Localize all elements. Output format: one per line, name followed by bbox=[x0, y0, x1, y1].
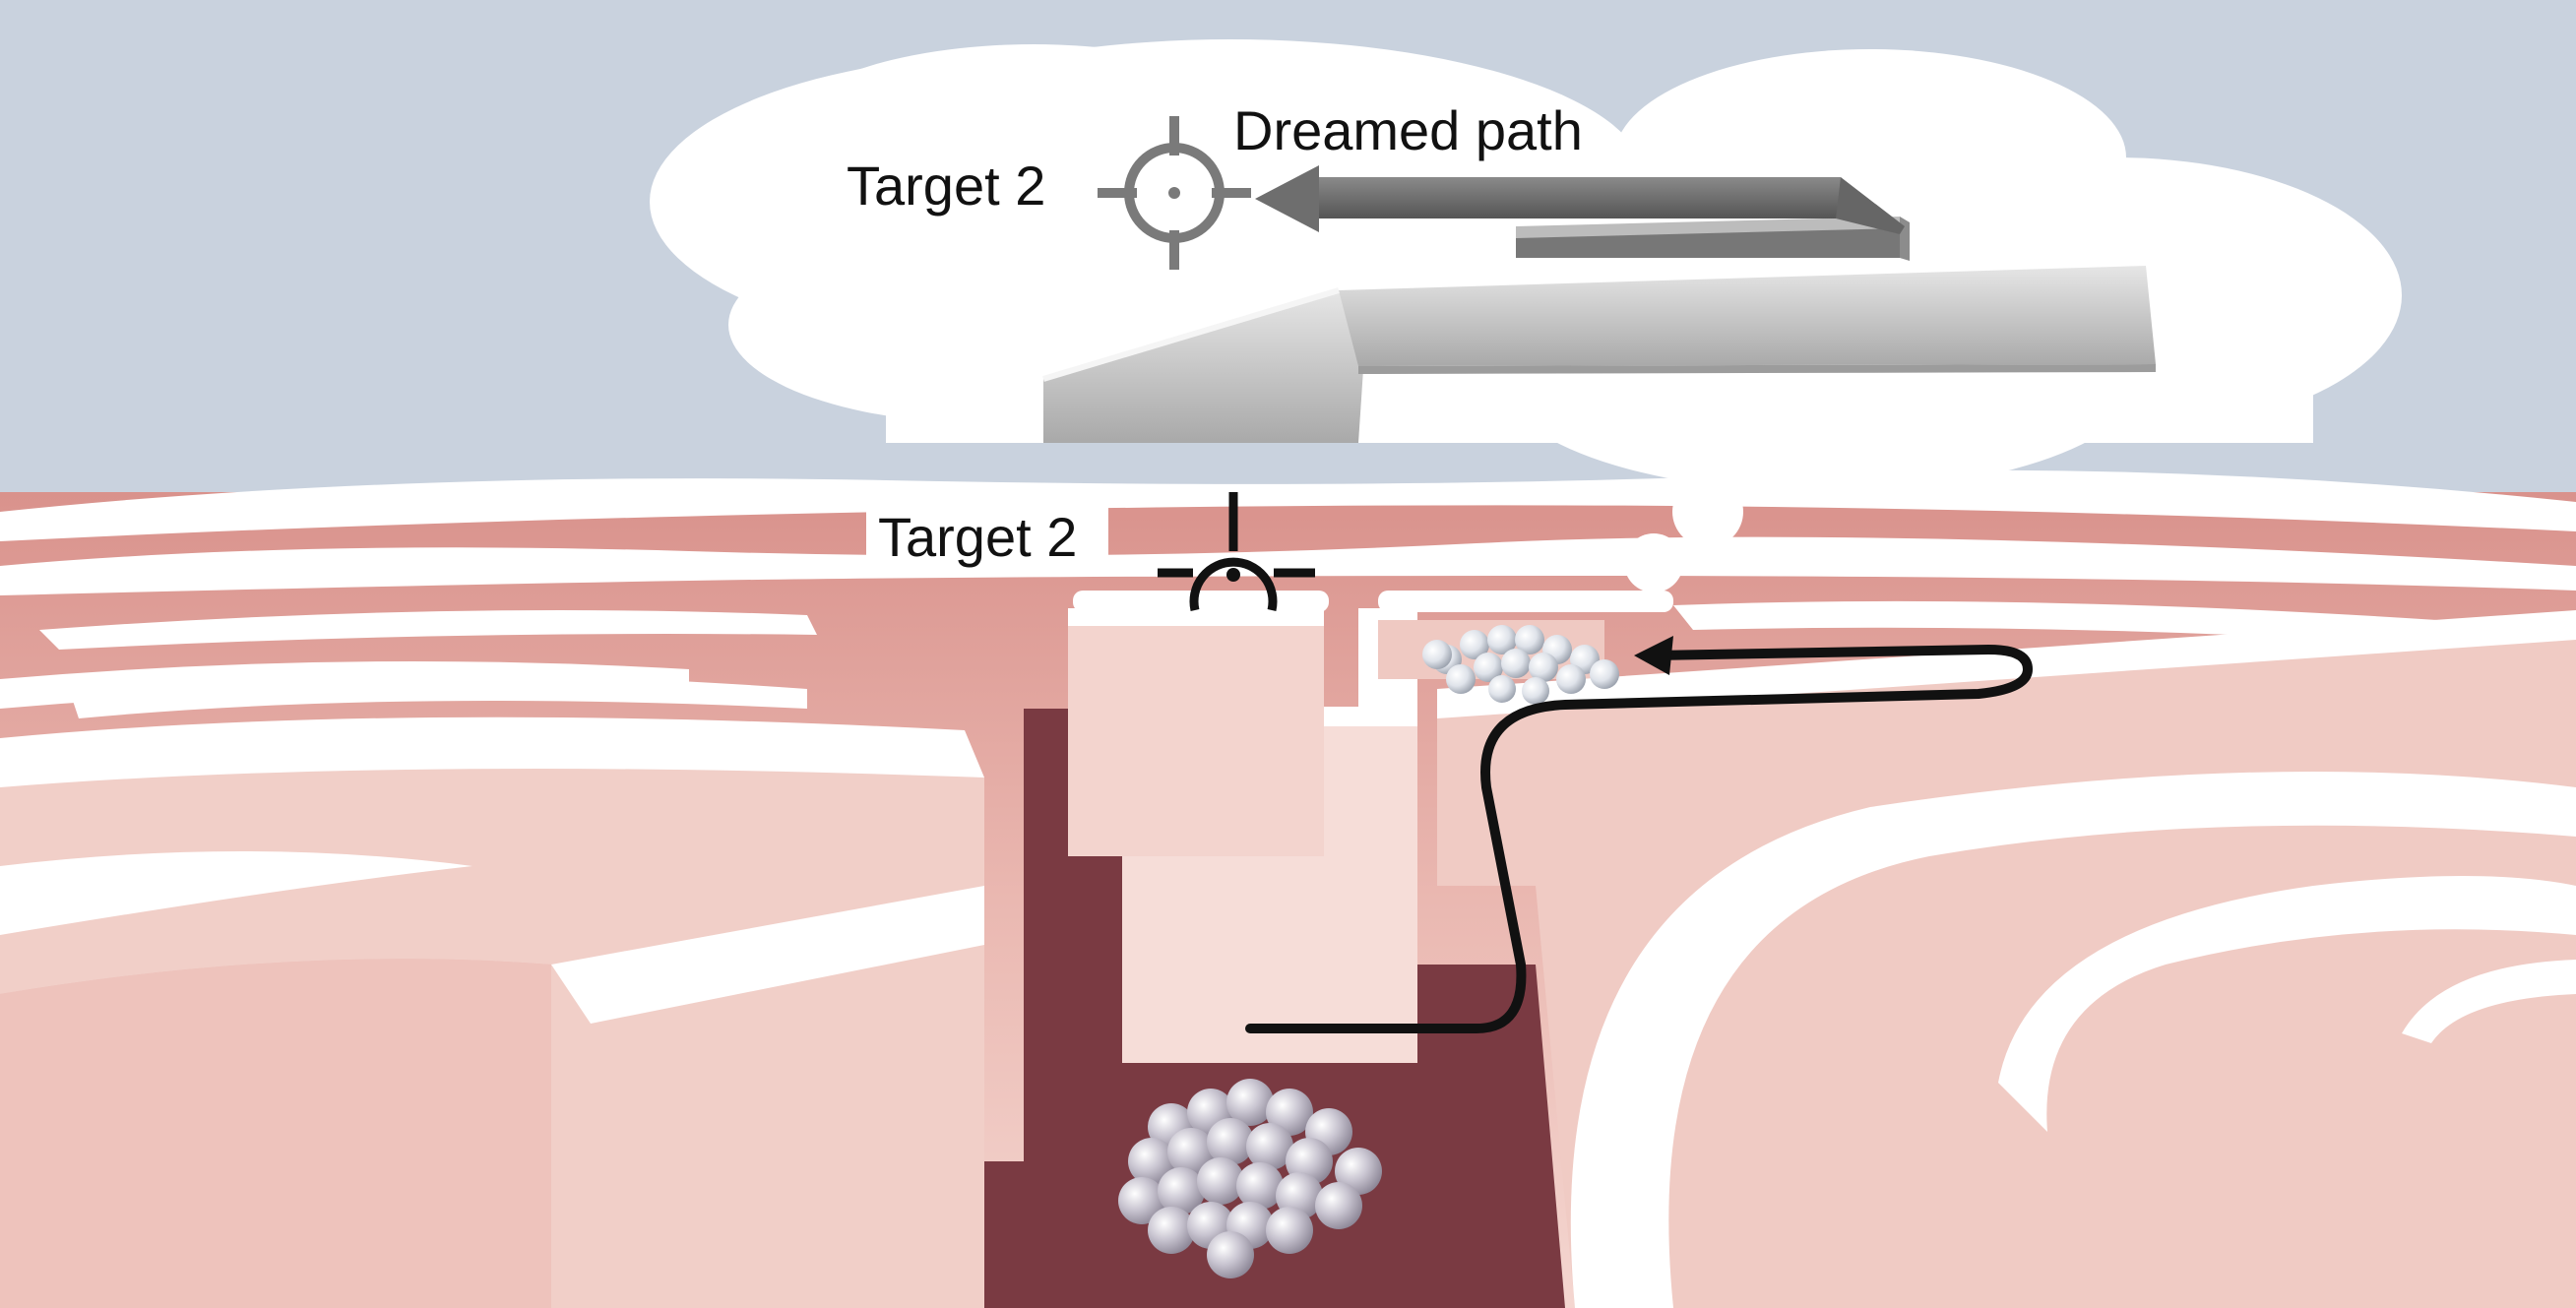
thought-bubble-tail-small bbox=[1624, 533, 1683, 592]
thought-bubble-tail-large bbox=[1672, 476, 1743, 547]
dreamed-path-ribbon bbox=[1042, 217, 2156, 443]
maze-target-label-bg bbox=[866, 502, 1108, 573]
maze-far-walls bbox=[0, 469, 2576, 709]
actual-path-arrowhead bbox=[1634, 636, 1673, 675]
maze-near-walls-left bbox=[0, 674, 984, 1308]
dream-target-crosshair-icon bbox=[1098, 116, 1251, 270]
small-cell-cluster bbox=[1422, 625, 1619, 705]
large-cell-cluster bbox=[1118, 1079, 1382, 1278]
maze-target-crosshair-icon bbox=[1158, 492, 1315, 611]
maze-near-walls-right bbox=[1437, 610, 2576, 1308]
maze-target-label: Target 2 bbox=[878, 506, 1077, 568]
dreamed-path-label: Dreamed path bbox=[1233, 99, 1583, 161]
dreamed-path-arrow bbox=[1255, 165, 1905, 234]
dream-target-label: Target 2 bbox=[847, 155, 1045, 217]
actual-path bbox=[1245, 645, 2033, 1033]
